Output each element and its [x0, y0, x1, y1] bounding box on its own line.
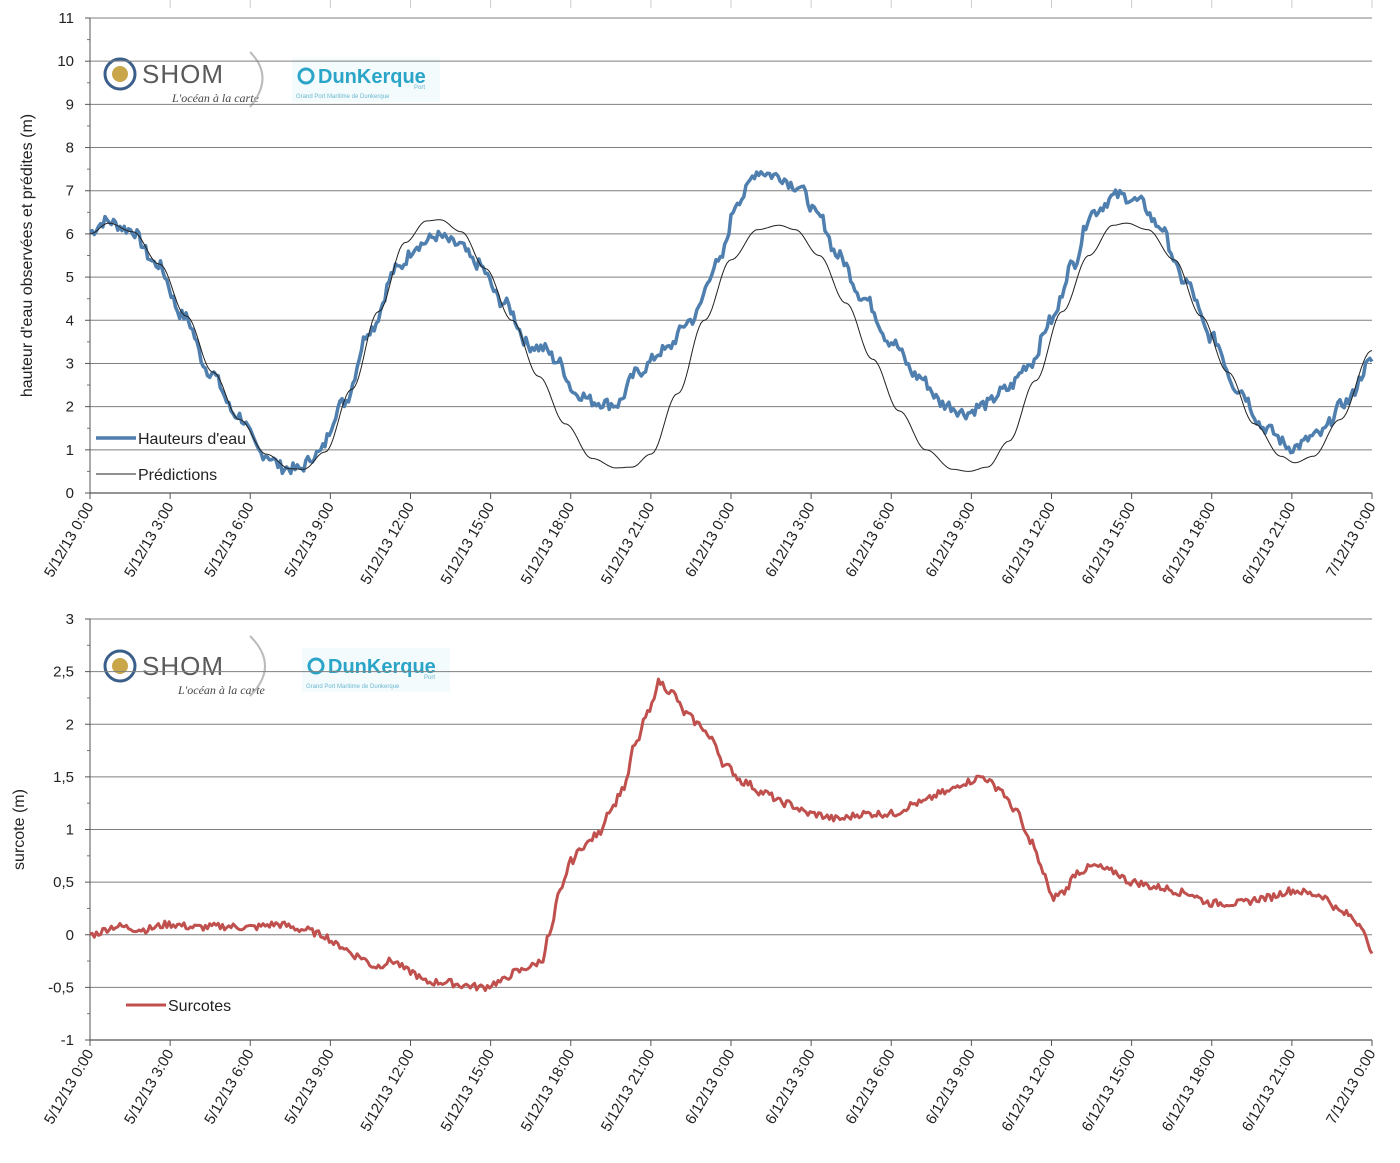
y-tick-label: 6 [66, 226, 74, 243]
x-tick-label: 7/12/13 0:00 [1323, 500, 1379, 581]
x-tick-label: 6/12/13 9:00 [922, 1047, 978, 1128]
x-tick-label: 5/12/13 6:00 [201, 500, 257, 581]
y-axis-label: hauteur d'eau observées et prédites (m) [19, 114, 36, 397]
dunkerque-logo-2: DunKerque Port Grand Port Maritime de Du… [302, 648, 450, 692]
series-line-1-2 [89, 219, 1373, 472]
x-tick-label: 6/12/13 6:00 [842, 1047, 898, 1128]
x-tick-label: 5/12/13 12:00 [357, 500, 418, 588]
x-tick-label: 6/12/13 21:00 [1239, 500, 1300, 588]
x-tick-label: 6/12/13 0:00 [682, 500, 738, 581]
x-tick-label: 6/12/13 18:00 [1159, 500, 1220, 588]
x-tick-label: 5/12/13 12:00 [357, 1047, 418, 1135]
x-tick-label: 5/12/13 3:00 [121, 500, 177, 581]
dunkerque-logo-small: Grand Port Maritime de Dunkerque [306, 684, 400, 690]
y-tick-label: 11 [58, 10, 74, 27]
y-tick-label: 5 [66, 269, 74, 286]
dunkerque-swirl-icon [297, 67, 315, 85]
shom-logo-text: SHOM [142, 59, 224, 89]
x-tick-label: 5/12/13 21:00 [598, 500, 659, 588]
x-tick-label: 6/12/13 3:00 [762, 500, 818, 581]
x-tick-label: 6/12/13 15:00 [1078, 500, 1139, 588]
dunkerque-logo-box [302, 648, 450, 692]
x-tick-label: 6/12/13 15:00 [1078, 1047, 1139, 1135]
y-tick-label: 2,5 [53, 664, 74, 681]
shom-logo: SHOM L'océan à la carte [103, 51, 264, 108]
y-tick-label: 2 [66, 716, 74, 733]
shom-emblem-inner-icon [112, 658, 128, 674]
x-tick-label: 6/12/13 18:00 [1159, 1047, 1220, 1135]
x-tick-label: 6/12/13 0:00 [682, 1047, 738, 1128]
y-tick-label: 3 [66, 355, 74, 372]
series-line-2-1 [89, 677, 1374, 992]
y-tick-label: 2 [66, 399, 74, 416]
x-tick-label: 5/12/13 9:00 [281, 1047, 337, 1128]
shom-tagline: L'océan à la carte [177, 683, 266, 697]
dunkerque-logo-sub: Port [414, 85, 425, 91]
x-tick-label: 6/12/13 12:00 [998, 1047, 1059, 1135]
shom-wave-icon [249, 635, 266, 697]
shom-tagline: L'océan à la carte [171, 91, 260, 105]
shom-logo-text: SHOM [142, 651, 224, 681]
y-axis-label: surcote (m) [11, 789, 28, 870]
x-tick-label: 5/12/13 9:00 [281, 500, 337, 581]
y-tick-label: 9 [66, 96, 74, 113]
dunkerque-logo-text: DunKerque [318, 66, 426, 88]
shom-logo-2: SHOM L'océan à la carte [103, 635, 266, 697]
x-tick-label: 5/12/13 6:00 [201, 1047, 257, 1128]
dunkerque-swirl-icon [307, 657, 325, 675]
x-tick-label: 6/12/13 12:00 [998, 500, 1059, 588]
x-tick-label: 7/12/13 0:00 [1323, 1047, 1379, 1128]
shom-emblem-inner-icon [112, 66, 128, 82]
y-tick-label: 1,5 [53, 769, 74, 786]
x-tick-label: 5/12/13 21:00 [598, 1047, 659, 1135]
y-tick-label: 7 [66, 183, 74, 200]
x-tick-label: 5/12/13 18:00 [518, 1047, 579, 1135]
x-tick-label: 6/12/13 6:00 [842, 500, 898, 581]
y-tick-label: -0,5 [48, 979, 74, 996]
x-tick-label: 6/12/13 9:00 [922, 500, 978, 581]
y-tick-label: 0 [66, 485, 74, 502]
dunkerque-logo-box [292, 58, 440, 102]
y-tick-label: 1 [66, 822, 74, 839]
series-line-1-1 [89, 170, 1374, 476]
x-tick-label: 5/12/13 0:00 [41, 500, 97, 581]
legend-label: Surcotes [168, 998, 231, 1015]
y-tick-label: 4 [66, 312, 74, 329]
dunkerque-logo-small: Grand Port Maritime de Dunkerque [296, 94, 390, 100]
y-tick-label: 10 [57, 53, 74, 70]
y-tick-label: -1 [61, 1032, 74, 1049]
dunkerque-logo-sub: Port [424, 675, 435, 681]
x-tick-label: 6/12/13 21:00 [1239, 1047, 1300, 1135]
shom-wave-icon [249, 51, 264, 108]
x-tick-label: 5/12/13 18:00 [518, 500, 579, 588]
x-tick-label: 5/12/13 15:00 [437, 500, 498, 588]
legend-label: Hauteurs d'eau [138, 431, 246, 448]
x-tick-label: 5/12/13 0:00 [41, 1047, 97, 1128]
x-tick-label: 6/12/13 3:00 [762, 1047, 818, 1128]
y-tick-label: 0,5 [53, 874, 74, 891]
y-tick-label: 3 [66, 611, 74, 628]
y-tick-label: 1 [66, 442, 74, 459]
dunkerque-logo: DunKerque Port Grand Port Maritime de Du… [292, 58, 440, 102]
x-tick-label: 5/12/13 15:00 [437, 1047, 498, 1135]
y-tick-label: 0 [66, 927, 74, 944]
x-tick-label: 5/12/13 3:00 [121, 1047, 177, 1128]
legend-label: Prédictions [138, 467, 217, 484]
y-tick-label: 8 [66, 140, 74, 157]
dunkerque-logo-text: DunKerque [328, 656, 436, 678]
